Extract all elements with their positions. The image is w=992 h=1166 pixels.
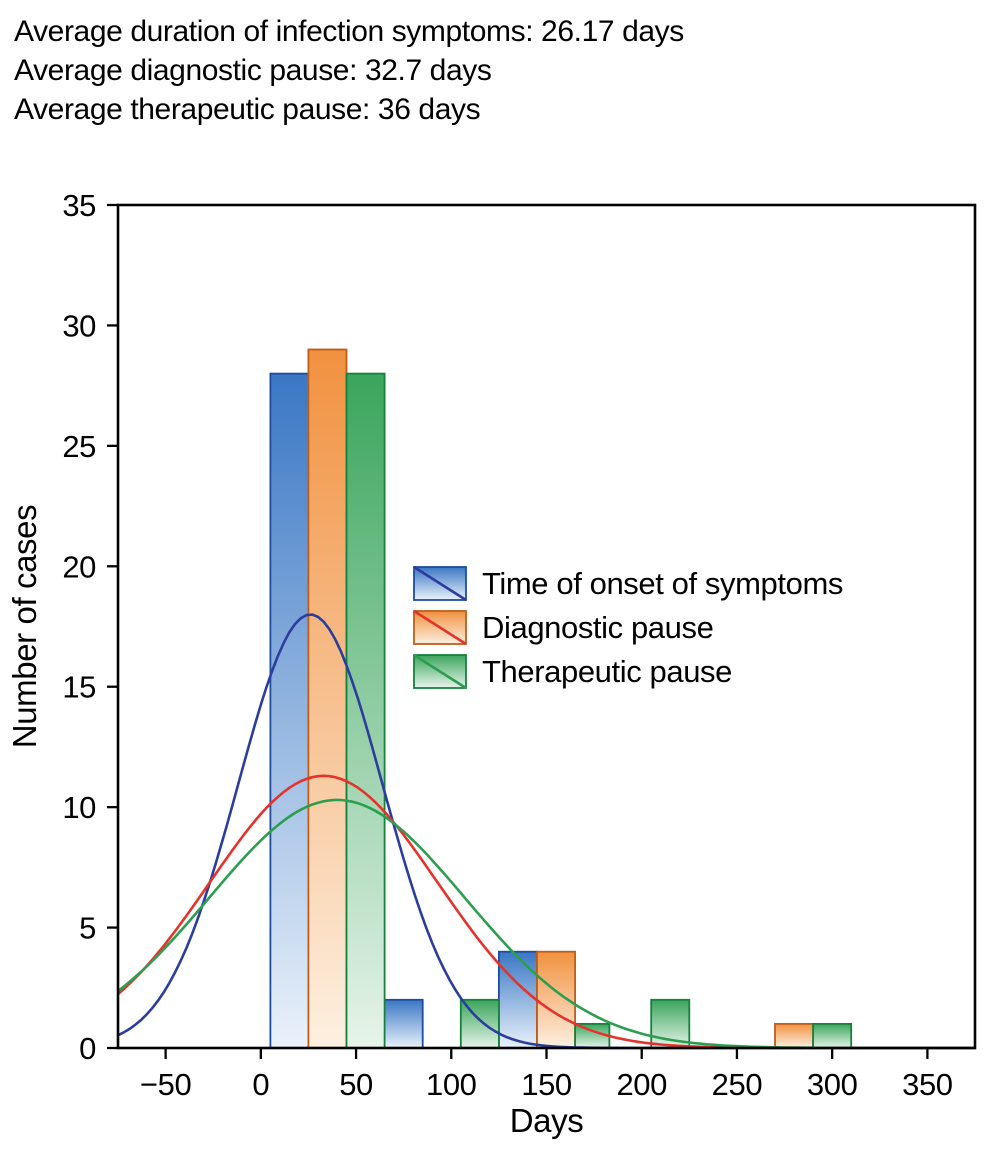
legend-swatch-fit-line xyxy=(413,565,467,602)
histogram-bar xyxy=(345,372,386,1049)
y-tick-label: 15 xyxy=(62,670,96,705)
histogram-figure: −50 0 50 100 150 200 250 300 350 0 5 10 15 20 25 30 35 Da… xyxy=(0,165,992,1166)
chart-canvas: −50 0 50 100 150 200 250 300 350 0 5 10 15 20 25 30 35 Da… xyxy=(6,188,977,1139)
legend-label: Time of onset of symptoms xyxy=(482,566,843,601)
y-tick-label: 5 xyxy=(79,911,96,946)
x-tick-label: 250 xyxy=(712,1067,763,1102)
x-tick-label: 200 xyxy=(616,1067,667,1102)
x-tick-label: 50 xyxy=(339,1067,373,1102)
y-axis-title: Number of cases xyxy=(6,505,43,748)
normal-fit-curve xyxy=(117,774,975,1050)
y-tick-label: 10 xyxy=(62,790,96,825)
summary-text-block: Average duration of infection symptoms: … xyxy=(0,0,992,129)
y-tick-label: 20 xyxy=(62,549,96,584)
legend-label: Therapeutic pause xyxy=(482,654,732,689)
histogram-bar xyxy=(812,1023,853,1049)
summary-line-therapeutic-pause: Average therapeutic pause: 36 days xyxy=(14,93,481,126)
legend-label: Diagnostic pause xyxy=(482,610,713,645)
x-tick-label: 150 xyxy=(521,1067,572,1102)
histogram-bar xyxy=(574,1023,611,1049)
x-tick-label: 350 xyxy=(902,1067,953,1102)
histogram-bar xyxy=(497,950,538,1049)
x-tick-label: 0 xyxy=(252,1067,269,1102)
legend: Time of onset of symptoms Diagnostic paus… xyxy=(413,565,843,690)
y-tick-label: 30 xyxy=(62,308,96,343)
y-tick-label: 0 xyxy=(79,1031,96,1066)
y-tick-label: 35 xyxy=(62,188,96,223)
histogram-bar xyxy=(383,998,424,1049)
x-tick-label: −50 xyxy=(140,1067,192,1102)
legend-swatch-fit-line xyxy=(413,653,467,690)
axes: −50 0 50 100 150 200 250 300 350 0 5 10 15 20 25 30 35 Da… xyxy=(6,188,953,1139)
y-tick-label: 25 xyxy=(62,429,96,464)
x-tick-label: 300 xyxy=(807,1067,858,1102)
histogram-bar xyxy=(269,372,310,1049)
summary-line-infection-symptoms: Average duration of infection symptoms: … xyxy=(14,15,684,48)
plot-frame xyxy=(116,203,977,1050)
x-axis-title: Days xyxy=(510,1102,584,1139)
legend-swatch-fit-line xyxy=(413,609,467,646)
histogram-bars xyxy=(269,348,853,1049)
x-tick-label: 100 xyxy=(426,1067,477,1102)
summary-line-diagnostic-pause: Average diagnostic pause: 32.7 days xyxy=(14,54,492,87)
histogram-bar xyxy=(774,1023,814,1049)
histogram-bar xyxy=(307,348,348,1049)
